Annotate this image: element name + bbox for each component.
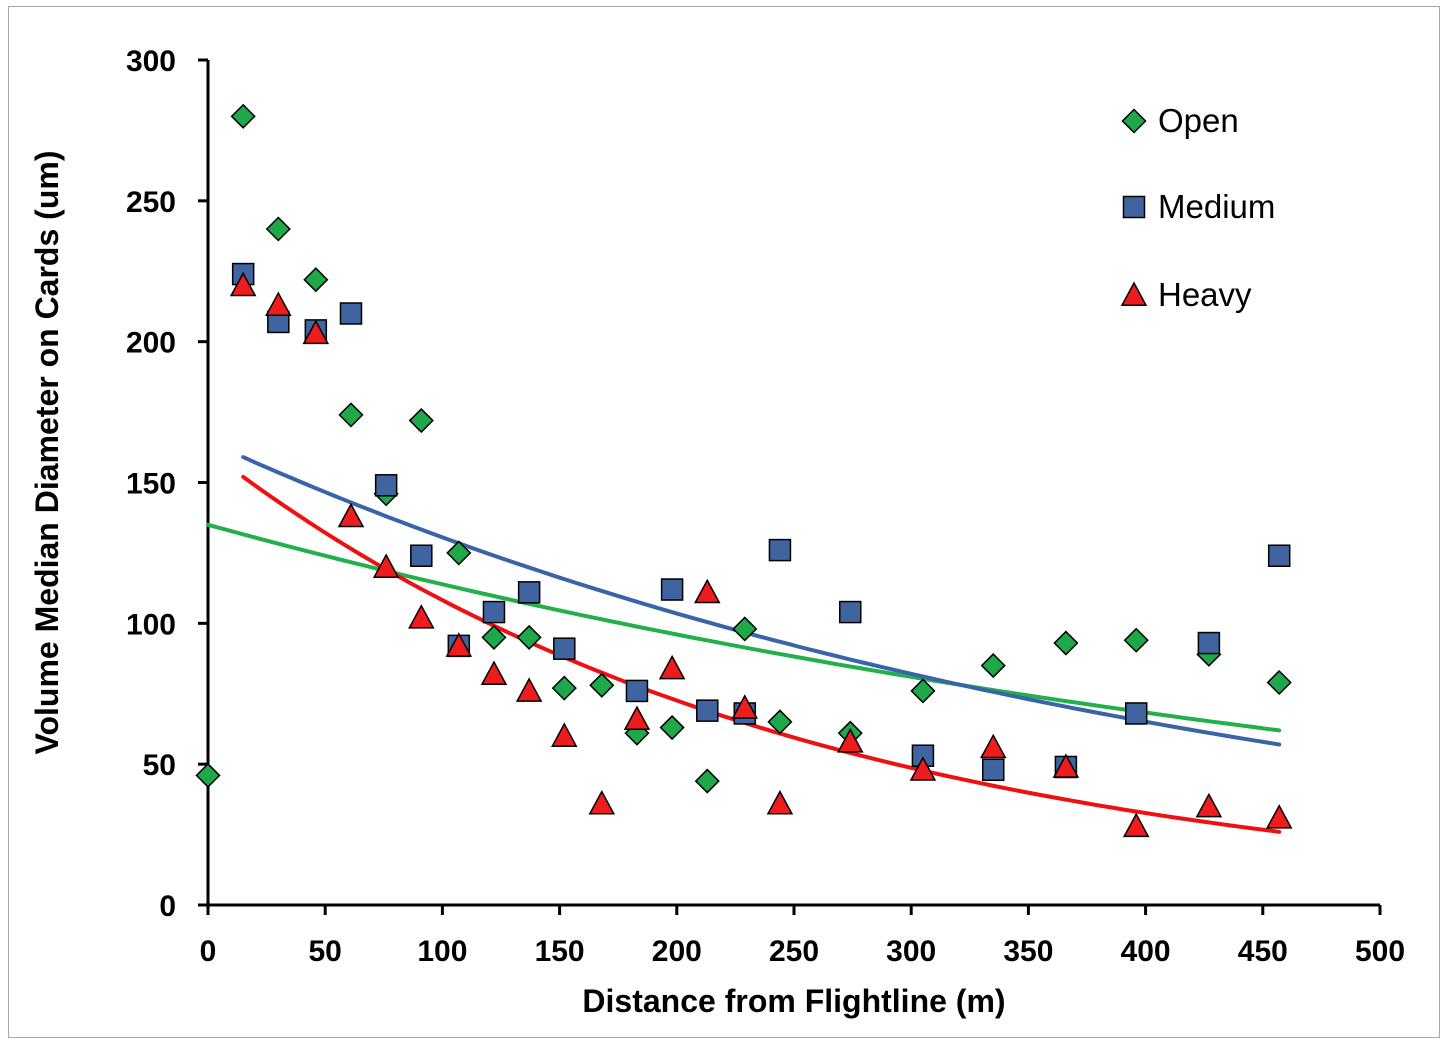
x-tick-label: 400	[1121, 935, 1171, 968]
data-point-medium	[1124, 702, 1148, 725]
x-tick-label: 450	[1238, 935, 1288, 968]
data-point-medium	[517, 581, 541, 604]
data-point-medium	[660, 578, 684, 601]
data-point-open	[195, 762, 221, 788]
data-point-heavy	[265, 291, 292, 316]
data-point-heavy	[766, 790, 794, 815]
data-point-medium	[625, 679, 649, 703]
y-tick-label: 100	[126, 608, 176, 641]
x-tick-label: 0	[200, 935, 217, 968]
data-point-open	[516, 624, 542, 650]
series-medium	[231, 262, 1291, 782]
data-point-open	[1266, 669, 1292, 696]
legend-item-heavy: Heavy	[1120, 276, 1252, 313]
data-point-medium	[768, 538, 792, 562]
x-tick-label: 300	[886, 935, 936, 968]
legend-item-open: Open	[1121, 102, 1239, 139]
trend-lines	[206, 455, 1282, 834]
y-tick-label: 150	[126, 468, 176, 501]
data-point-heavy	[302, 319, 330, 345]
legend-label-medium: Medium	[1158, 188, 1275, 225]
chart-frame	[8, 6, 1440, 1038]
trendline-heavy	[241, 474, 1282, 834]
x-tick-label: 500	[1355, 935, 1405, 968]
data-point-heavy	[372, 553, 400, 578]
data-point-open	[303, 267, 329, 293]
data-point-medium	[482, 600, 506, 624]
data-point-heavy	[836, 728, 864, 753]
data-point-heavy	[1265, 804, 1293, 829]
x-axis-title: Distance from Flightline (m)	[582, 983, 1005, 1019]
data-point-open	[408, 407, 434, 434]
data-point-open	[767, 709, 793, 735]
data-point-open	[659, 714, 685, 741]
data-point-heavy	[909, 756, 937, 781]
x-tick-label: 150	[535, 935, 585, 968]
y-tick-label: 200	[126, 327, 176, 360]
data-point-open	[1123, 627, 1149, 653]
data-point-open	[265, 216, 291, 242]
data-point-open	[230, 103, 256, 129]
data-point-open	[694, 768, 720, 794]
data-point-medium	[839, 600, 862, 624]
trendline-medium	[241, 455, 1282, 747]
data-point-open	[589, 672, 615, 698]
y-tick-label: 0	[159, 890, 176, 923]
data-point-open	[910, 678, 936, 704]
data-point-heavy	[551, 722, 578, 747]
x-tick-label: 50	[309, 935, 342, 968]
data-point-open	[980, 653, 1006, 679]
x-tick-label: 350	[1003, 935, 1053, 968]
data-point-heavy	[623, 705, 651, 731]
data-point-open	[732, 616, 758, 642]
axes: 0 50 100 150 200 250 300 0 50 100 150 200 250 300 350 4…	[126, 45, 1405, 968]
x-tick-label: 200	[652, 935, 702, 968]
data-point-open	[481, 624, 507, 650]
data-point-medium	[553, 637, 576, 660]
y-tick-label: 300	[126, 45, 176, 78]
data-point-heavy	[694, 578, 721, 604]
data-point-medium	[1197, 631, 1221, 655]
data-point-heavy	[480, 660, 508, 685]
x-tick-label: 250	[769, 935, 819, 968]
y-tick-label: 50	[143, 749, 176, 782]
data-points	[195, 103, 1293, 838]
data-point-open	[551, 675, 577, 701]
data-point-open	[1053, 630, 1079, 656]
data-point-heavy	[408, 604, 435, 629]
data-point-heavy	[979, 733, 1007, 759]
data-point-medium	[696, 699, 719, 722]
data-point-heavy	[337, 502, 365, 528]
data-point-heavy	[229, 271, 257, 297]
data-point-heavy	[1122, 812, 1150, 838]
data-point-heavy	[1052, 753, 1080, 778]
legend: Open Medium Heavy	[1120, 102, 1275, 313]
data-point-medium	[339, 302, 363, 325]
data-point-heavy	[515, 677, 543, 702]
series-heavy	[229, 271, 1293, 838]
y-tick-label: 250	[126, 186, 176, 219]
legend-marker-heavy	[1120, 281, 1148, 306]
data-point-heavy	[1195, 792, 1223, 818]
legend-marker-medium	[1122, 195, 1146, 219]
data-point-open	[446, 540, 472, 566]
data-point-medium	[981, 758, 1005, 782]
y-axis-title: Volume Median Diameter on Cards (um)	[29, 151, 65, 755]
data-point-heavy	[731, 694, 759, 719]
data-point-heavy	[658, 654, 686, 680]
data-point-heavy	[588, 790, 616, 815]
data-point-open	[338, 402, 364, 428]
data-point-medium	[374, 474, 398, 497]
data-point-heavy	[445, 632, 473, 657]
data-point-medium	[410, 544, 433, 567]
legend-label-heavy: Heavy	[1158, 276, 1252, 313]
legend-label-open: Open	[1158, 102, 1239, 139]
legend-marker-open	[1121, 108, 1147, 134]
data-point-medium	[1267, 544, 1291, 567]
x-tick-label: 100	[417, 935, 467, 968]
legend-item-medium: Medium	[1122, 188, 1275, 225]
